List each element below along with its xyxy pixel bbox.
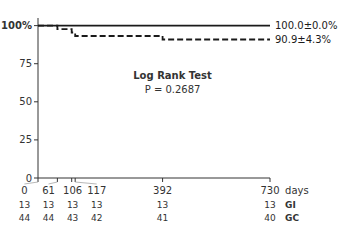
series-label: 100.0±0.0% — [275, 20, 337, 31]
x-tick-label: 61 — [42, 185, 55, 196]
at-risk-row-label: GI — [285, 200, 296, 210]
tick-leader — [49, 182, 58, 184]
y-tick-label: 25 — [19, 134, 32, 145]
x-axis-line — [38, 178, 270, 179]
x-tick-label: 117 — [87, 185, 106, 196]
y-tick-label: 100% — [1, 20, 32, 31]
x-tick-label: 392 — [153, 185, 172, 196]
at-risk-count: 13 — [264, 200, 275, 210]
y-tick-label: 75 — [19, 58, 32, 69]
y-tick — [34, 101, 38, 102]
chart: 0 25 50 75 100% 0 61 106 117 392 730 13 13 13 13 13 13 44… — [0, 0, 350, 250]
x-tick — [71, 178, 72, 182]
x-tick — [270, 178, 271, 182]
y-tick — [34, 139, 38, 140]
y-tick — [34, 63, 38, 64]
at-risk-count: 13 — [43, 200, 54, 210]
x-tick — [162, 178, 163, 182]
annotation: Log Rank Test — [133, 70, 212, 81]
at-risk-count: 44 — [19, 213, 31, 223]
x-tick-label: 0 — [21, 185, 27, 196]
tick-leader — [24, 182, 38, 184]
series-line — [38, 26, 270, 40]
y-tick — [34, 25, 38, 26]
at-risk-count: 41 — [157, 213, 168, 223]
series-line — [38, 25, 270, 27]
at-risk-count: 13 — [91, 200, 102, 210]
at-risk-count: 13 — [157, 200, 168, 210]
series-label: 90.9±4.3% — [275, 34, 331, 45]
x-tick — [75, 178, 76, 182]
at-risk-count: 13 — [67, 200, 78, 210]
x-tick — [57, 178, 58, 182]
x-tick-label: 730 — [260, 185, 279, 196]
at-risk-count: 40 — [264, 213, 276, 223]
at-risk-count: 43 — [67, 213, 78, 223]
y-axis-line — [38, 18, 39, 178]
y-tick — [34, 178, 38, 179]
x-tick-label: 106 — [63, 185, 82, 196]
y-tick-label: 50 — [19, 96, 32, 107]
at-risk-count: 13 — [19, 200, 30, 210]
at-risk-count: 44 — [43, 213, 55, 223]
annotation: P = 0.2687 — [145, 84, 201, 95]
y-tick-label: 0 — [26, 173, 32, 184]
x-axis-label: days — [285, 185, 309, 196]
x-tick — [38, 178, 39, 182]
plot-area — [38, 26, 270, 40]
at-risk-row-label: GC — [285, 213, 299, 223]
tick-leader — [75, 182, 97, 184]
at-risk-count: 42 — [91, 213, 102, 223]
